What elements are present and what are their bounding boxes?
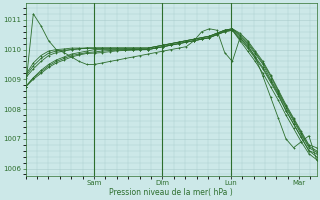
X-axis label: Pression niveau de la mer( hPa ): Pression niveau de la mer( hPa ) [109,188,233,197]
